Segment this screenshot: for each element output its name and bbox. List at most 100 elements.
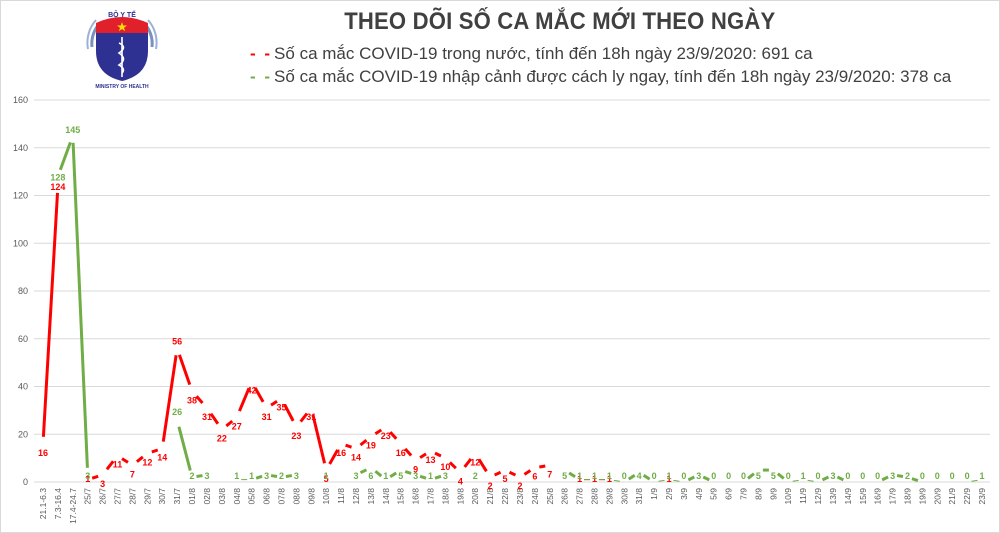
data-label: 0 — [950, 471, 955, 481]
data-label: 12 — [142, 457, 152, 467]
x-tick-label: 17/8 — [426, 488, 436, 505]
data-label: 0 — [965, 471, 970, 481]
x-tick-label: 10/8 — [321, 488, 331, 505]
data-label: 1 — [428, 471, 433, 481]
svg-text:MINISTRY OF HEALTH: MINISTRY OF HEALTH — [95, 84, 149, 89]
data-label: 3 — [413, 471, 418, 481]
x-tick-label: 12/9 — [813, 488, 823, 505]
x-tick-label: 21/8 — [485, 488, 495, 505]
x-tick-label: 15/9 — [858, 488, 868, 505]
data-label: 1 — [607, 474, 612, 484]
data-label: 5 — [398, 471, 403, 481]
data-label: 3 — [830, 471, 835, 481]
x-tick-label: 14/9 — [843, 488, 853, 505]
data-label: 145 — [65, 125, 80, 135]
data-label: 6 — [532, 472, 537, 482]
data-label: 1 — [249, 471, 254, 481]
x-tick-label: 06/8 — [262, 488, 272, 505]
x-tick-label: 04/8 — [232, 488, 242, 505]
data-label: 0 — [652, 471, 657, 481]
x-tick-label: 30/8 — [619, 488, 629, 505]
data-label: 1 — [666, 471, 671, 481]
data-label: 56 — [172, 336, 182, 346]
legend-item-imported: - - Số ca mắc COVID-19 nhập cảnh được các… — [250, 67, 951, 87]
x-tick-label: 29/7 — [142, 488, 152, 505]
chart-title: THEO DÕI SỐ CA MẮC MỚI THEO NGÀY — [344, 8, 776, 35]
data-label: 2 — [190, 471, 195, 481]
x-tick-label: 18/9 — [902, 488, 912, 505]
x-tick-label: 03/8 — [217, 488, 227, 505]
data-label: 1 — [592, 471, 597, 481]
x-tick-label: 6/9 — [724, 488, 734, 500]
data-label: 0 — [711, 471, 716, 481]
data-label: 3 — [696, 471, 701, 481]
data-label: 16 — [38, 448, 48, 458]
data-label: 14 — [351, 453, 361, 463]
x-tick-label: 22/8 — [500, 488, 510, 505]
x-tick-label: 21.1-6.3 — [38, 488, 48, 519]
data-label: 5 — [756, 471, 761, 481]
y-tick-label: 100 — [13, 238, 28, 248]
x-tick-label: 23/8 — [515, 488, 525, 505]
x-tick-label: 25/7 — [83, 488, 93, 505]
x-tick-label: 20/9 — [932, 488, 942, 505]
data-label: 4 — [458, 476, 463, 486]
x-tick-label: 7.3-16.4 — [53, 488, 63, 519]
data-label: 35 — [276, 402, 286, 412]
data-label: 1 — [577, 471, 582, 481]
x-tick-label: 25/8 — [545, 488, 555, 505]
x-tick-label: 16/9 — [873, 488, 883, 505]
data-label: 2 — [517, 481, 522, 491]
x-tick-label: 21/9 — [947, 488, 957, 505]
data-label: 1 — [666, 474, 671, 484]
x-tick-label: 10/9 — [783, 488, 793, 505]
data-label: 5 — [324, 474, 329, 484]
x-tick-label: 13/8 — [366, 488, 376, 505]
data-label: 2 — [279, 471, 284, 481]
data-label: 2 — [473, 471, 478, 481]
data-label: 31 — [262, 412, 272, 422]
data-label: 1 — [592, 474, 597, 484]
data-label: 19 — [366, 441, 376, 451]
data-label: 3 — [264, 471, 269, 481]
data-label: 23 — [291, 431, 301, 441]
ministry-of-health-logo: BỘ Y TẾ MINISTRY OF HEALTH — [86, 9, 158, 89]
data-label: 27 — [232, 422, 242, 432]
legend-dash-green-icon: - - — [250, 67, 273, 86]
data-label: 0 — [920, 471, 925, 481]
x-tick-label: 22/9 — [962, 488, 972, 505]
x-tick-label: 20/8 — [470, 488, 480, 505]
data-label: 42 — [247, 386, 257, 396]
x-tick-label: 1/9 — [649, 488, 659, 500]
data-label: 2 — [905, 471, 910, 481]
x-tick-label: 01/8 — [187, 488, 197, 505]
y-tick-label: 20 — [18, 429, 28, 439]
legend-text: Số ca mắc COVID-19 trong nước, tính đến … — [274, 44, 813, 63]
data-label: 2 — [488, 481, 493, 491]
x-tick-label: 26/8 — [560, 488, 570, 505]
data-label: 10 — [440, 462, 450, 472]
data-label: 16 — [396, 448, 406, 458]
data-label: 3 — [353, 471, 358, 481]
x-tick-label: 05/8 — [247, 488, 257, 505]
x-tick-label: 28/7 — [127, 488, 137, 505]
x-tick-label: 27/7 — [113, 488, 123, 505]
data-label: 1 — [85, 474, 90, 484]
data-label: 1 — [383, 471, 388, 481]
x-tick-label: 4/9 — [694, 488, 704, 500]
data-label: 1 — [577, 474, 582, 484]
data-label: 1 — [324, 471, 329, 481]
y-tick-label: 120 — [13, 191, 28, 201]
x-tick-label: 31/8 — [634, 488, 644, 505]
x-tick-label: 5/9 — [709, 488, 719, 500]
data-label: 23 — [381, 431, 391, 441]
legend-dash-red-icon: - - — [250, 44, 273, 63]
data-label: 1 — [607, 471, 612, 481]
x-tick-label: 18/8 — [440, 488, 450, 505]
legend-text: Số ca mắc COVID-19 nhập cảnh được cách l… — [274, 67, 952, 86]
data-label: 5 — [771, 471, 776, 481]
data-label: 26 — [172, 407, 182, 417]
data-label: 3 — [443, 471, 448, 481]
